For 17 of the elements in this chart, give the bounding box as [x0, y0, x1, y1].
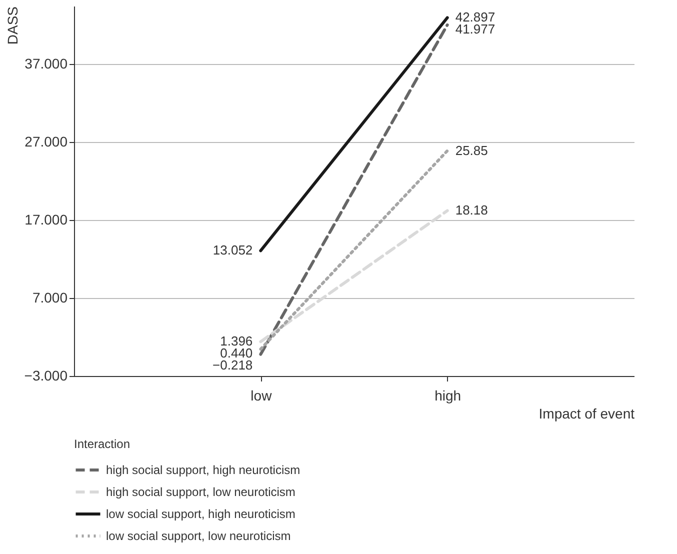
x-axis-title: Impact of event — [538, 406, 635, 422]
data-label: 18.18 — [455, 202, 488, 218]
legend-label: low social support, low neuroticism — [106, 529, 291, 543]
y-axis-title: DASS — [4, 6, 20, 45]
y-tick-label: 7.000 — [32, 289, 68, 306]
legend-label: high social support, low neuroticism — [106, 485, 296, 499]
legend-label: low social support, high neuroticism — [106, 507, 296, 521]
legend-label: high social support, high neuroticism — [106, 463, 300, 477]
y-tick-label: 37.000 — [24, 55, 68, 72]
x-tick-label: high — [434, 388, 462, 404]
y-tick-label: 17.000 — [24, 211, 68, 228]
y-tick-label: −3.000 — [24, 368, 68, 384]
data-label: 25.85 — [455, 142, 488, 158]
data-label: 13.052 — [212, 242, 253, 258]
legend-title: Interaction — [74, 437, 130, 451]
x-tick-label: low — [250, 388, 273, 404]
y-tick-label: 27.000 — [24, 133, 68, 150]
